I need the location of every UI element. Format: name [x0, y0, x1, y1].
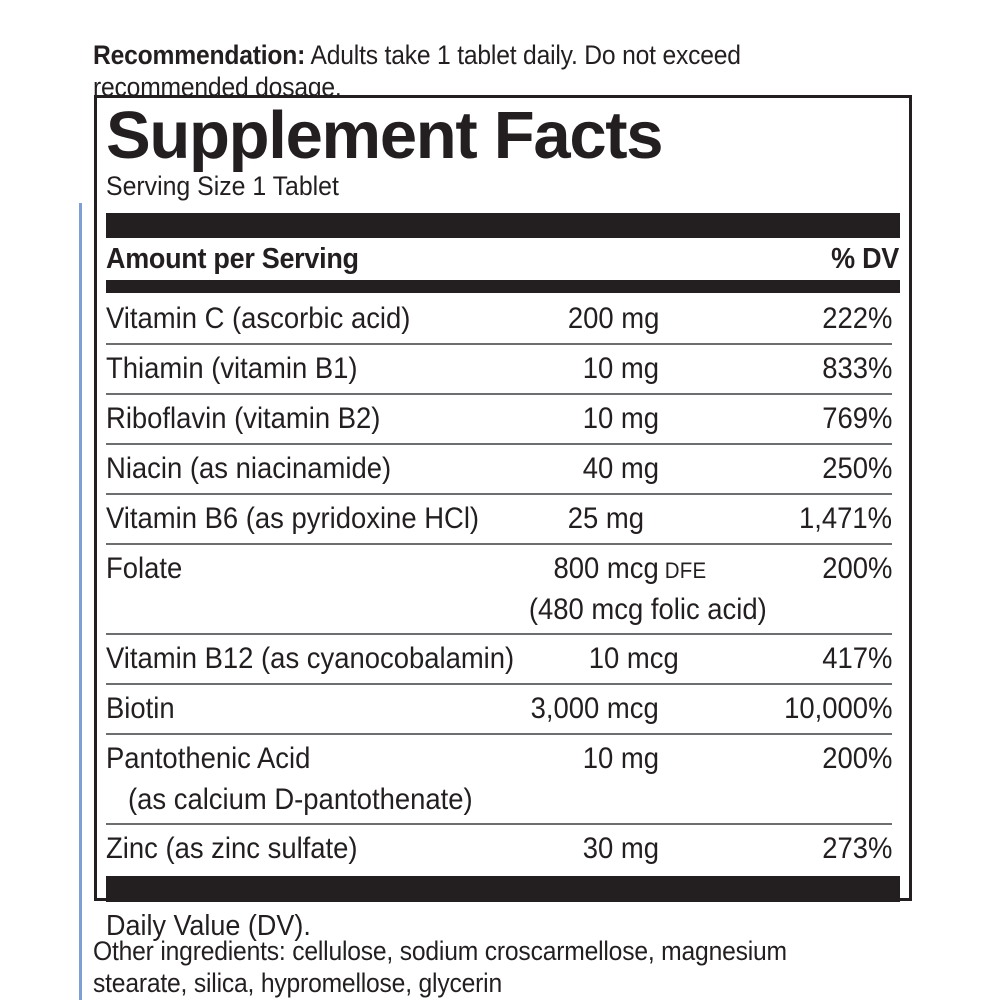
nutrient-dv: 222% [821, 301, 892, 335]
nutrient-dv: 769% [821, 401, 892, 435]
nutrient-name: Niacin (as niacinamide) [106, 451, 392, 485]
nutrient-amount: 3,000 mcg [530, 691, 659, 725]
table-row: Vitamin B6 (as pyridoxine HCl) 25 mg 1,4… [106, 495, 892, 545]
nutrient-dv: 200% [821, 741, 892, 775]
nutrient-dv: 10,000% [783, 691, 892, 725]
nutrient-amount: 25 mg [567, 501, 644, 535]
nutrient-amount: 30 mg [582, 831, 659, 865]
rule-mid [106, 279, 900, 293]
table-row: Zinc (as zinc sulfate) 30 mg 273% [106, 825, 892, 873]
nutrient-name: Vitamin B6 (as pyridoxine HCl) [106, 501, 480, 535]
nutrient-rows: Vitamin C (ascorbic acid) 200 mg 222% Th… [106, 295, 900, 873]
nutrient-name: Riboflavin (vitamin B2) [106, 401, 381, 435]
other-ingredients-body: cellulose, sodium croscarmellose, magnes… [93, 935, 787, 999]
nutrient-amount: 10 mg [582, 741, 659, 775]
supplement-facts-panel: Supplement Facts Serving Size 1 Tablet A… [94, 95, 912, 942]
nutrient-dv: 833% [821, 351, 892, 385]
nutrient-name: Folate [106, 551, 183, 585]
table-row: Vitamin B12 (as cyanocobalamin) 10 mcg 4… [106, 635, 892, 685]
nutrient-amount: 800 mcg DFE [553, 547, 706, 592]
recommendation-text: Recommendation: Adults take 1 tablet dai… [93, 39, 865, 104]
nutrient-name: Vitamin C (ascorbic acid) [106, 301, 411, 335]
nutrient-amount: 10 mg [582, 401, 659, 435]
nutrient-amount-dfe: DFE [664, 557, 706, 583]
nutrient-name: Zinc (as zinc sulfate) [106, 831, 358, 865]
nutrient-sub-note: (as calcium D-pantothenate) [128, 782, 473, 816]
nutrient-sub-note: (480 mcg folic acid) [529, 592, 767, 626]
recommendation-body: Adults take 1 tablet daily. Do not excee… [93, 39, 741, 103]
rule-thick-top [106, 212, 900, 238]
panel-title: Supplement Facts [106, 98, 664, 173]
nutrient-name: Thiamin (vitamin B1) [106, 351, 358, 385]
nutrient-dv: 417% [821, 641, 892, 675]
recommendation-label: Recommendation: [93, 39, 306, 70]
header-percent-dv: % DV [831, 242, 900, 275]
header-amount-per-serving: Amount per Serving [106, 242, 359, 275]
nutrient-amount: 10 mg [582, 351, 659, 385]
nutrient-amount: 40 mg [582, 451, 659, 485]
table-row: Riboflavin (vitamin B2) 10 mg 769% [106, 395, 892, 445]
table-row: Folate 800 mcg DFE 200% (480 mcg folic a… [106, 545, 892, 635]
nutrient-name: Biotin [106, 691, 175, 725]
nutrient-dv: 200% [821, 551, 892, 585]
nutrient-amount-value: 800 mcg [553, 551, 659, 585]
nutrient-dv: 1,471% [798, 501, 892, 535]
table-row: Biotin 3,000 mcg 10,000% [106, 685, 892, 735]
nutrient-dv: 250% [821, 451, 892, 485]
table-row: Thiamin (vitamin B1) 10 mg 833% [106, 345, 892, 395]
nutrient-amount: 200 mg [567, 301, 659, 335]
other-ingredients-label: Other ingredients: [93, 935, 286, 966]
rule-thick-bottom [106, 875, 900, 902]
nutrient-name: Vitamin B12 (as cyanocobalamin) [106, 641, 515, 675]
table-row: Pantothenic Acid 10 mg 200% (as calcium … [106, 735, 892, 825]
table-row: Vitamin C (ascorbic acid) 200 mg 222% [106, 295, 892, 345]
nutrient-dv: 273% [821, 831, 892, 865]
daily-value-footnote: Daily Value (DV). [106, 909, 311, 942]
nutrient-amount-unit-dfe [658, 558, 664, 583]
column-header-row: Amount per Serving % DV [106, 243, 900, 276]
nutrient-name: Pantothenic Acid [106, 741, 311, 775]
table-row: Niacin (as niacinamide) 40 mg 250% [106, 445, 892, 495]
serving-size: Serving Size 1 Tablet [106, 170, 339, 201]
other-ingredients-text: Other ingredients: cellulose, sodium cro… [93, 935, 874, 1000]
nutrient-amount: 10 mcg [589, 641, 679, 675]
left-blue-rule [79, 203, 82, 1000]
